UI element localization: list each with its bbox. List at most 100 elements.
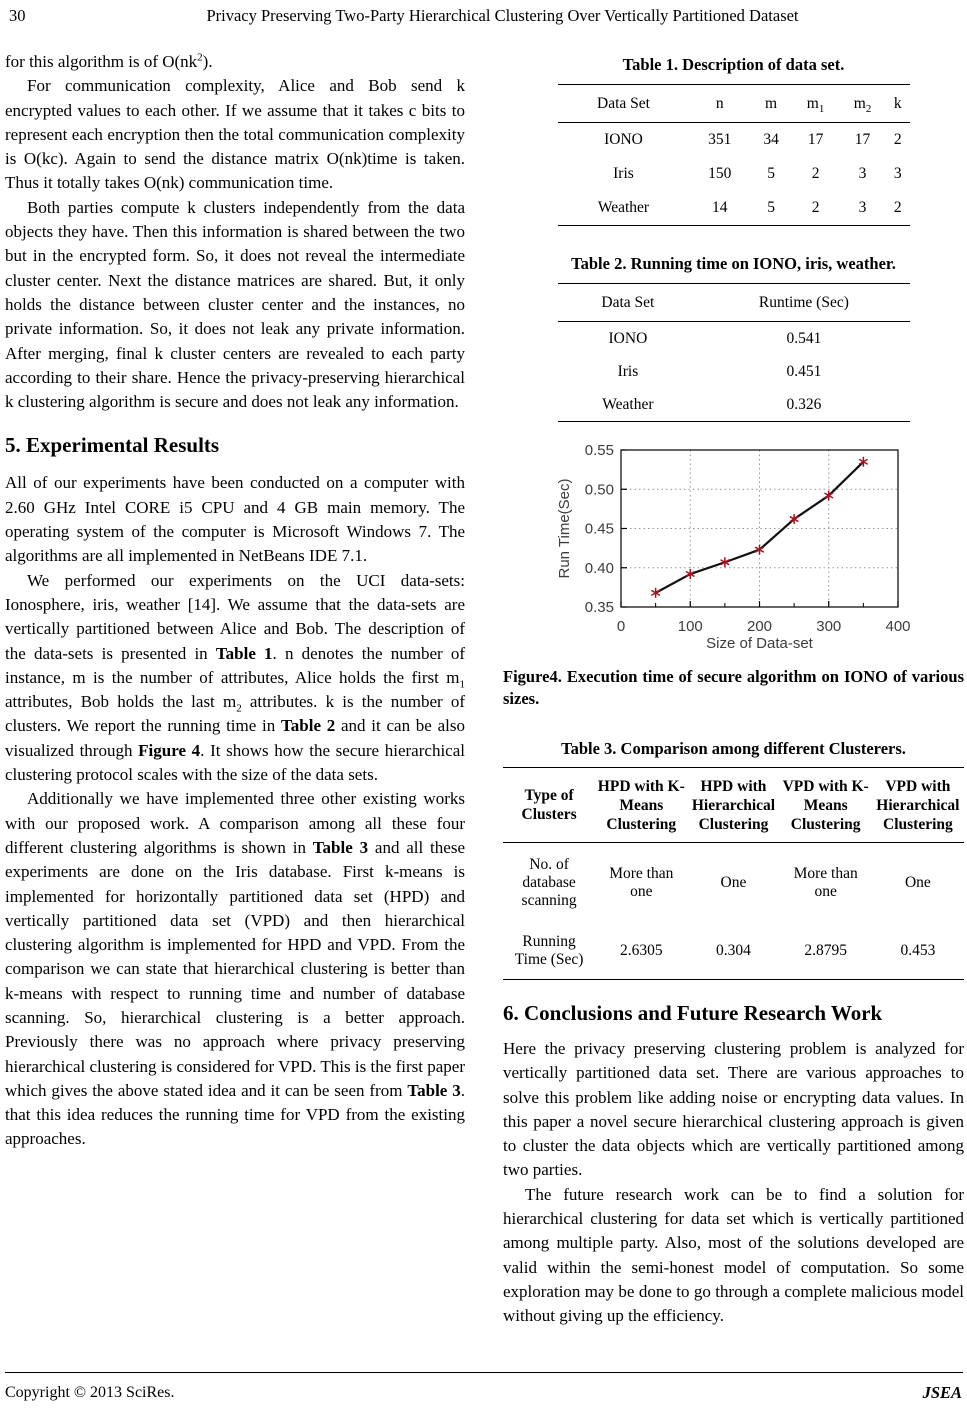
paragraph-comparison: Additionally we have implemented three o…	[5, 789, 465, 1149]
paragraph-communication-complexity: For communication complexity, Alice and …	[5, 76, 465, 193]
table3-header-cell: HPD with K-Means Clustering	[595, 767, 688, 843]
table3-cell: More than one	[609, 865, 674, 900]
table-row: Iris 0.451	[558, 355, 910, 388]
x-tick-label: 0	[617, 618, 625, 635]
table1-cell: 2	[886, 191, 910, 226]
table1-cell: 14	[689, 191, 751, 226]
section-6-heading: 6. Conclusions and Future Research Work	[503, 1001, 883, 1025]
table1-cell: 351	[708, 131, 732, 148]
table3-cell: 2.8795	[779, 923, 872, 980]
table1-cell: Weather	[557, 191, 690, 226]
table2-cell: Weather	[557, 388, 699, 422]
table1-header-cell: Data Set	[557, 84, 690, 123]
table-row: IONO 0.541	[558, 322, 910, 356]
table1-cell: 3	[893, 165, 902, 182]
table2-cell: 0.541	[786, 329, 822, 347]
paragraph-conclusion-2: The future research work can be to find …	[503, 1184, 964, 1326]
table3-cell: More than one	[793, 865, 858, 900]
table3-cell: 0.453	[871, 923, 964, 980]
data-marker	[858, 458, 869, 465]
figure4-chart: 0 100 200 300 400 0.35 0.40 0.45 0.50 0.55 Size of…	[556, 442, 911, 652]
table-row: Iris 150 5 2 3 3	[558, 157, 910, 191]
table1-cell: 5	[767, 165, 775, 182]
table-2-title: Table 2. Running time on IONO, iris, wea…	[571, 254, 896, 273]
data-marker	[720, 559, 730, 566]
table-1-title: Table 1. Description of data set.	[622, 55, 845, 74]
table1-header-cell: m1	[792, 84, 840, 123]
table3-header-cell: VPD with K-Means Clustering	[779, 767, 872, 843]
x-tick-label: 400	[885, 618, 910, 635]
journal-label: JSEA	[922, 1383, 962, 1402]
figure-4: 0 100 200 300 400 0.35 0.40 0.45 0.50 0.55 Size of…	[503, 442, 964, 710]
y-axis-label: Run Time(Sec)	[556, 478, 573, 578]
data-marker	[685, 570, 695, 578]
paragraph-uci-datasets: We performed our experiments on the UCI …	[5, 570, 465, 785]
table-row: Data Set Runtime (Sec)	[557, 283, 910, 322]
copyright-text: Copyright © 2013 SciRes.	[5, 1384, 175, 1401]
page-number: 30	[9, 6, 26, 25]
table1-cell: 150	[708, 165, 732, 182]
table1-cell: IONO	[604, 131, 643, 148]
paragraph-complexity-end: for this algorithm is of O(nk2).	[5, 51, 213, 71]
table1-header-cell: m2	[839, 84, 887, 123]
table1-header-cell: m	[750, 84, 793, 123]
table3-header-cell: HPD with Hierarchical Clustering	[687, 767, 780, 843]
table1-header-cell: n	[689, 84, 751, 123]
y-tick-label: 0.45	[585, 521, 614, 538]
table3-header-cell: Type of Clusters	[503, 767, 596, 843]
table3-cell: 0.304	[687, 923, 780, 980]
data-marker	[754, 546, 765, 553]
y-tick-label: 0.50	[585, 481, 614, 498]
table2-cell: IONO	[608, 329, 648, 347]
table1-cell: 3	[839, 191, 887, 226]
table2-cell: Iris	[617, 362, 639, 380]
table-row: Running Time (Sec) 2.6305 0.304 2.8795 0…	[503, 923, 964, 980]
right-column: Table 1. Description of data set. Data S…	[503, 50, 964, 1329]
table3-cell: No. of database scanning	[521, 856, 577, 909]
x-tick-label: 200	[747, 618, 772, 635]
paragraph-experiment-setup: All of our experiments have been conduct…	[5, 473, 465, 566]
table2-cell: 0.451	[786, 362, 822, 380]
x-tick-label: 300	[816, 618, 841, 635]
table1-cell: 2	[792, 191, 840, 226]
table2-cell: 0.326	[698, 388, 910, 422]
table-3-title: Table 3. Comparison among different Clus…	[561, 739, 906, 758]
table-row: Weather 0.326	[557, 388, 910, 422]
table1-cell: 17	[854, 131, 871, 148]
table1-cell: 34	[763, 131, 779, 148]
table1-cell: 3	[858, 165, 867, 182]
table-2: Data Set Runtime (Sec) IONO 0.541 Iris 0…	[557, 283, 910, 422]
data-marker	[824, 492, 834, 499]
table-3: Type of Clusters HPD with K-Means Cluste…	[503, 767, 964, 980]
table2-header-cell: Runtime (Sec)	[698, 283, 910, 322]
left-column: for this algorithm is of O(nk2). For com…	[5, 50, 465, 1152]
running-title: Privacy Preserving Two-Party Hierarchica…	[206, 6, 799, 25]
section-5-heading: 5. Experimental Results	[5, 433, 220, 458]
table-row: IONO 351 34 17 17 2	[558, 123, 910, 158]
paragraph-both-parties: Both parties compute k clusters independ…	[5, 197, 465, 412]
table1-cell: 17	[807, 131, 824, 148]
table-row: Weather 14 5 2 3 2	[557, 191, 910, 226]
paragraph-conclusion-1: Here the privacy preserving clustering p…	[503, 1039, 964, 1180]
table3-cell: One	[720, 874, 747, 891]
table1-cell: Iris	[613, 165, 634, 182]
x-axis-label: Size of Data-set	[706, 635, 814, 652]
table2-header-cell: Data Set	[557, 283, 699, 322]
footer-divider	[5, 1372, 963, 1373]
x-tick-label: 100	[678, 618, 703, 635]
table3-cell: 2.6305	[595, 923, 688, 980]
y-tick-label: 0.40	[585, 560, 614, 577]
table1-cell: 2	[893, 131, 902, 148]
table3-header-cell: VPD with Hierarchical Clustering	[871, 767, 964, 843]
table1-cell: 5	[750, 191, 793, 226]
table-1: Data Set n m m1 m2 k IONO 351 34 17 17 2…	[557, 84, 910, 226]
table-row: No. of database scanning More than one O…	[503, 843, 964, 924]
figure-4-caption: Figure4. Execution time of secure algori…	[503, 667, 964, 708]
table3-cell: Running Time (Sec)	[503, 923, 596, 980]
table1-cell: 2	[811, 165, 820, 182]
y-tick-label: 0.55	[585, 442, 614, 459]
table-row: Data Set n m m1 m2 k	[557, 84, 910, 123]
data-marker	[789, 515, 799, 523]
table-row: Type of Clusters HPD with K-Means Cluste…	[503, 767, 964, 843]
y-tick-label: 0.35	[585, 599, 614, 616]
